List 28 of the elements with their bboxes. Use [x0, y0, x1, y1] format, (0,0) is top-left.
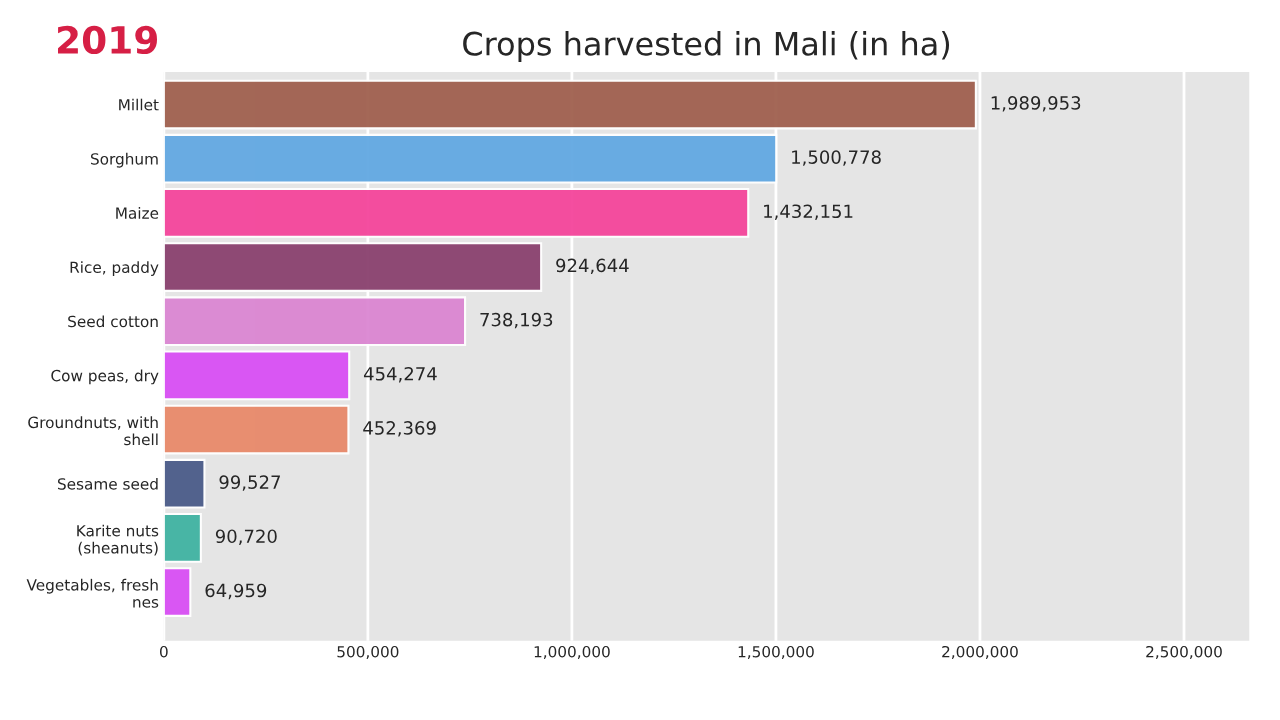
data-label: 64,959: [205, 583, 267, 600]
x-tick-label: 2,000,000: [942, 645, 1018, 660]
data-label: 99,527: [219, 475, 280, 491]
data-label: 1,432,151: [764, 204, 853, 220]
x-tick-label: 0: [159, 645, 168, 658]
data-label: 1,500,778: [792, 150, 881, 166]
y-tick-label: Sesame seed: [57, 477, 158, 490]
x-tick-label: 500,000: [337, 645, 399, 660]
y-tick-label: Groundnuts, with shell: [28, 416, 158, 446]
data-label: 924,644: [556, 258, 629, 275]
x-tick-label: 1,500,000: [738, 645, 814, 660]
text: 2019: [58, 25, 158, 55]
y-tick-label: Seed cotton: [68, 315, 158, 328]
data-label: 454,274: [363, 366, 437, 383]
data-label: 1,989,953: [991, 96, 1081, 112]
y-tick-label: Cow peas, dry: [51, 369, 159, 385]
data-label: 90,720: [215, 529, 277, 545]
y-tick-label: Vegetables, fresh nes: [26, 578, 159, 608]
y-tick-label: Millet: [119, 98, 159, 111]
x-tick-label: 1,000,000: [534, 645, 610, 660]
data-label: 452,369: [363, 421, 436, 437]
chart-title: Crops harvested in Mali (in ha): [463, 31, 950, 62]
y-tick-label: Maize: [116, 207, 159, 219]
y-tick-label: Sorghum: [90, 152, 158, 168]
data-label: 738,193: [480, 312, 553, 329]
y-tick-label: Karite nuts (sheanuts): [77, 524, 159, 556]
x-tick-label: 2,500,000: [1146, 645, 1222, 660]
y-tick-label: Rice, paddy: [70, 261, 159, 276]
